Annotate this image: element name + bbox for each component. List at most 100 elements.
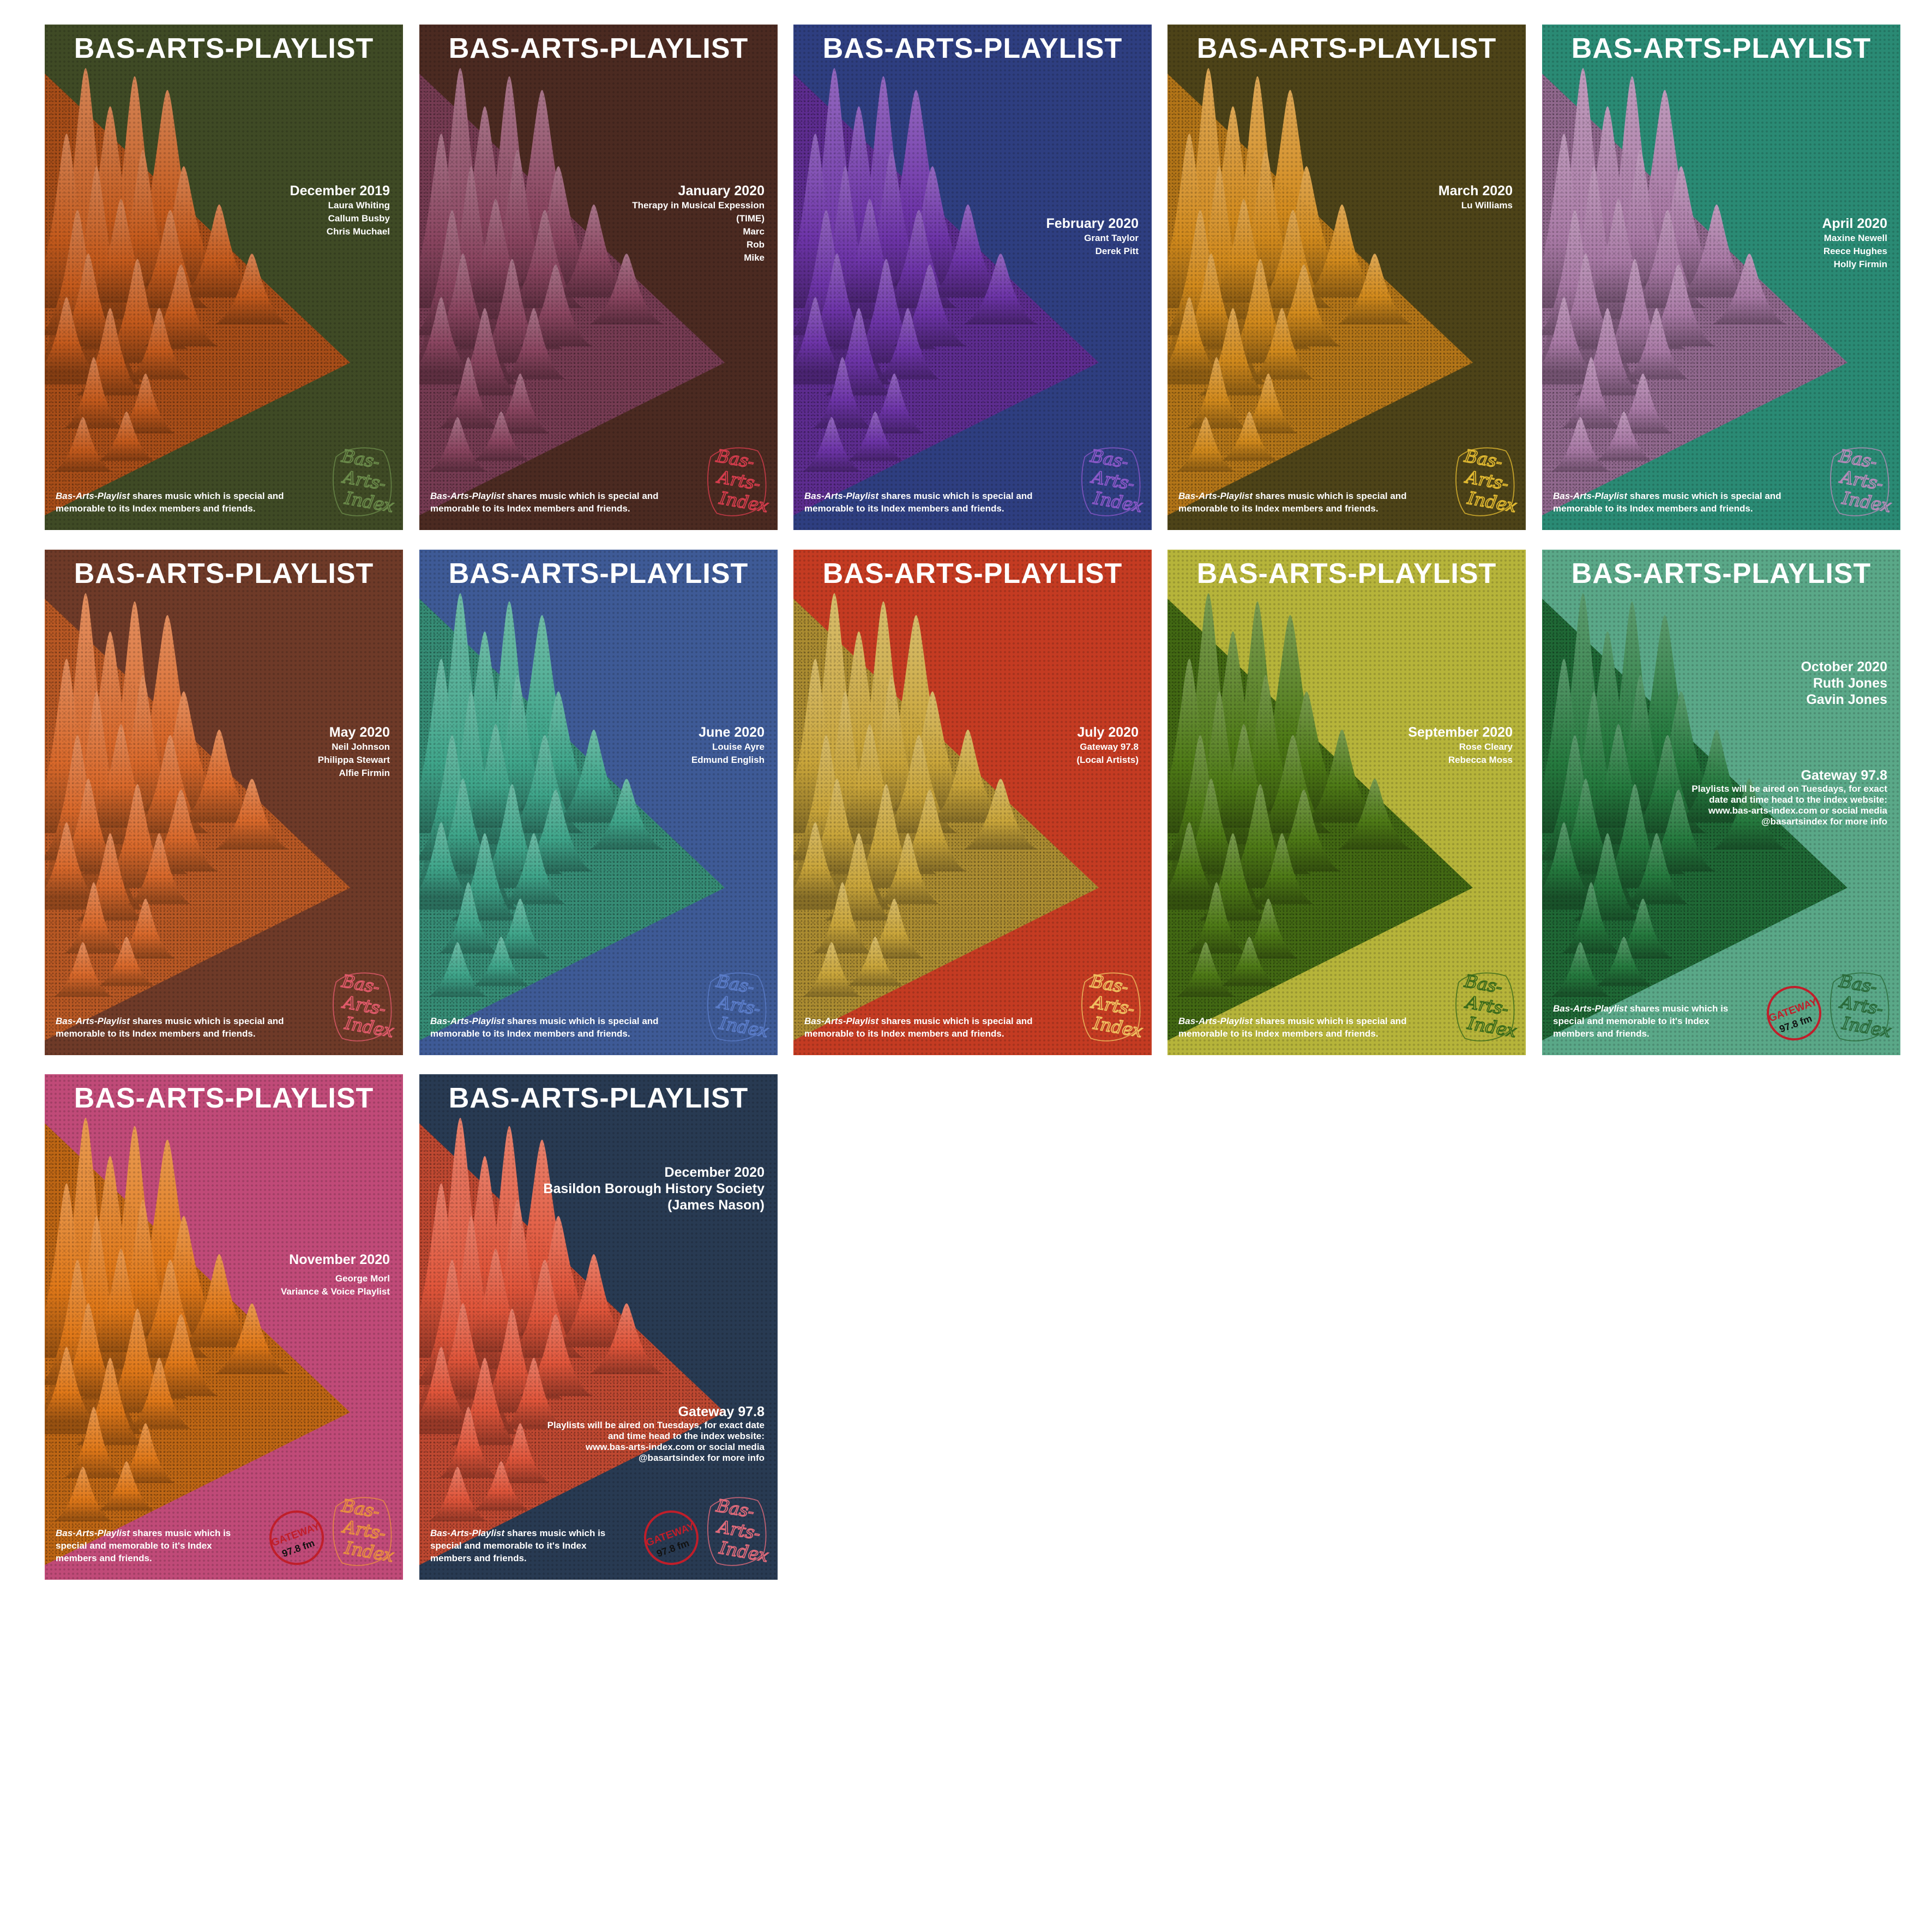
playlist-month: November 2020: [289, 1252, 390, 1267]
bas-arts-index-logo: Bas-Arts-Index: [333, 445, 396, 517]
playlist-info: February 2020 Grant Taylor Derek Pitt: [904, 215, 1139, 258]
playlist-info: December 2019 Laura Whiting Callum Busby Ch…: [155, 183, 390, 238]
bas-arts-index-logo: Bas-Arts-Index: [333, 970, 396, 1042]
mountain-landscape: [793, 68, 1099, 515]
logo-word: Index: [342, 1013, 395, 1042]
logo-word: Index: [1091, 1013, 1144, 1042]
tagline-text: shares music which is special and memora…: [56, 491, 284, 514]
mountain-artwork: [793, 593, 1099, 1040]
mountain-artwork: [45, 68, 350, 515]
tagline-text: shares music which is special and memora…: [430, 1016, 659, 1039]
poster-title: BAS-ARTS-PLAYLIST: [1571, 33, 1871, 64]
poster-title: BAS-ARTS-PLAYLIST: [1571, 558, 1871, 589]
contributor-line: Lu Williams: [1461, 200, 1513, 210]
contributor-line: George Morl: [335, 1273, 390, 1284]
bas-arts-index-logo: Bas-Arts-Index: [1830, 970, 1893, 1042]
playlist-info: January 2020 Therapy in Musical Expession…: [530, 183, 765, 264]
playlist-poster: BAS-ARTS-PLAYLIST April 2020 Maxine Newell…: [1542, 25, 1900, 530]
contributor-line: (TIME): [736, 213, 765, 224]
tagline-text: shares music which is special and memora…: [1178, 1016, 1407, 1039]
playlist-poster: BAS-ARTS-PLAYLIST January 2020 Therapy in …: [419, 25, 778, 530]
contributor-line: Gateway 97.8: [1080, 742, 1139, 752]
poster-tagline: Bas-Arts-Playlist shares music which is …: [430, 1015, 670, 1040]
gateway-line: Playlists will be aired on Tuesdays, for…: [547, 1420, 765, 1430]
poster-title: BAS-ARTS-PLAYLIST: [448, 33, 749, 64]
tagline-emphasis: Bas-Arts-Playlist: [430, 1016, 505, 1026]
gateway-line: and time head to the index website:: [607, 1431, 765, 1441]
poster-title: BAS-ARTS-PLAYLIST: [74, 33, 374, 64]
playlist-poster: BAS-ARTS-PLAYLIST June 2020 Louise Ayre Edm…: [419, 550, 778, 1055]
playlist-month: May 2020: [329, 725, 390, 740]
playlist-info: June 2020 Louise Ayre Edmund English: [530, 724, 765, 767]
contributor-line: Edmund English: [691, 755, 765, 765]
playlist-poster: BAS-ARTS-PLAYLIST November 2020 George Mor…: [45, 1074, 403, 1580]
logo-word: Index: [1465, 487, 1518, 516]
contributor-line: Louise Ayre: [712, 742, 765, 752]
mountain-artwork: [419, 593, 725, 1040]
contributor-line: Rose Cleary: [1459, 742, 1513, 752]
playlist-month: June 2020: [699, 725, 765, 740]
contributor-line: Therapy in Musical Expession: [632, 200, 765, 210]
contributor-line: Laura Whiting: [328, 200, 390, 210]
mountain-artwork: [45, 1118, 350, 1565]
mountain-landscape: [45, 1118, 350, 1565]
playlist-info: October 2020 Ruth Jones Gavin Jones: [1604, 659, 1887, 708]
playlist-poster: BAS-ARTS-PLAYLIST May 2020 Neil Johnson Phi…: [45, 550, 403, 1055]
poster-title: BAS-ARTS-PLAYLIST: [448, 558, 749, 589]
logo-word: Index: [717, 1537, 770, 1566]
poster-title: BAS-ARTS-PLAYLIST: [74, 1082, 374, 1114]
mountain-landscape: [1167, 593, 1473, 1040]
tagline-text: shares music which is special and memora…: [56, 1016, 284, 1039]
bas-arts-index-logo: Bas-Arts-Index: [707, 970, 771, 1042]
mountain-artwork: [1542, 68, 1847, 515]
playlist-month: April 2020: [1822, 216, 1887, 231]
contributor-line: Mike: [744, 252, 765, 263]
poster-tagline: Bas-Arts-Playlist shares music which is …: [56, 490, 296, 515]
mountain-artwork: [419, 68, 725, 515]
bas-arts-index-logo: Bas-Arts-Index: [1455, 970, 1519, 1042]
contributor-line: Callum Busby: [328, 213, 390, 224]
tagline-text: shares music which is special and memora…: [804, 1016, 1033, 1039]
mountain-artwork: [1167, 68, 1473, 515]
tagline-emphasis: Bas-Arts-Playlist: [804, 491, 879, 501]
poster-tagline: Bas-Arts-Playlist shares music which is …: [430, 490, 670, 515]
tagline-emphasis: Bas-Arts-Playlist: [1178, 1016, 1253, 1026]
poster-tagline: Bas-Arts-Playlist shares music which is …: [1178, 490, 1418, 515]
bas-arts-index-logo: Bas-Arts-Index: [707, 445, 771, 517]
poster-title: BAS-ARTS-PLAYLIST: [74, 558, 374, 589]
playlist-info: July 2020 Gateway 97.8 (Local Artists): [904, 724, 1139, 767]
playlist-info: December 2020 Basildon Borough History So…: [481, 1164, 765, 1213]
poster-tagline: Bas-Arts-Playlist shares music which is …: [56, 1015, 296, 1040]
playlist-poster: BAS-ARTS-PLAYLIST December 2020 Basildon B…: [419, 1074, 778, 1580]
playlist-info: November 2020 George Morl Variance & Voice…: [155, 1251, 390, 1298]
gateway-info: Gateway 97.8 Playlists will be aired on T…: [1604, 765, 1887, 827]
tagline-emphasis: Bas-Arts-Playlist: [1178, 491, 1253, 501]
mountain-landscape: [1542, 593, 1847, 1040]
mountain-landscape: [419, 593, 725, 1040]
tagline-text: shares music which is special and memora…: [1553, 491, 1781, 514]
bas-arts-index-logo: Bas-Arts-Index: [1081, 970, 1145, 1042]
logo-word: Index: [1091, 487, 1144, 516]
mountain-landscape: [45, 593, 350, 1040]
contributor-line: Holly Firmin: [1833, 259, 1887, 269]
playlist-poster: BAS-ARTS-PLAYLIST March 2020 Lu Williams Ba…: [1167, 25, 1526, 530]
mountain-artwork: [45, 593, 350, 1040]
gateway-line: Playlists will be aired on Tuesdays, for…: [1692, 784, 1887, 794]
mountain-landscape: [1167, 68, 1473, 515]
tagline-text: shares music which is special and memora…: [1553, 1003, 1729, 1039]
logo-word: Index: [717, 487, 770, 516]
playlist-poster: BAS-ARTS-PLAYLIST October 2020 Ruth Jones G…: [1542, 550, 1900, 1055]
tagline-emphasis: Bas-Arts-Playlist: [430, 491, 505, 501]
bas-arts-index-logo: Bas-Arts-Index: [707, 1495, 771, 1567]
tagline-emphasis: Bas-Arts-Playlist: [56, 1016, 130, 1026]
playlist-month: December 2019: [290, 183, 390, 198]
poster-title: BAS-ARTS-PLAYLIST: [448, 1082, 749, 1114]
logo-word: Index: [1465, 1013, 1518, 1042]
contributor-line: Philippa Stewart: [317, 755, 390, 765]
poster-tagline: Bas-Arts-Playlist shares music which is …: [430, 1527, 627, 1564]
gateway-line: @basartsindex for more info: [638, 1453, 765, 1463]
tagline-text: shares music which is special and memora…: [430, 491, 659, 514]
poster-tagline: Bas-Arts-Playlist shares music which is …: [1178, 1015, 1418, 1040]
